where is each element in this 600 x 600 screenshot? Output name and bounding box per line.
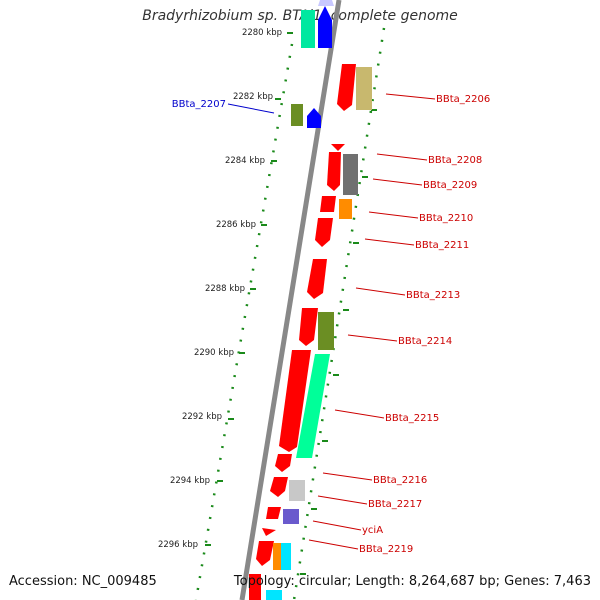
gene-label[interactable]: BBta_2207 xyxy=(172,99,226,110)
gene-feature[interactable] xyxy=(337,64,356,111)
gene-feature[interactable] xyxy=(320,196,336,212)
scale-labels: 2280 kbp 2282 kbp 2284 kbp 2286 kbp 2288… xyxy=(158,28,282,550)
scale-label: 2292 kbp xyxy=(182,412,222,422)
gene-feature[interactable] xyxy=(262,528,276,536)
gene-feature[interactable] xyxy=(339,199,352,219)
gene-label[interactable]: BBta_2215 xyxy=(385,413,439,424)
gene-label[interactable]: BBta_2210 xyxy=(419,213,473,224)
gene-label[interactable]: BBta_2209 xyxy=(423,180,477,191)
gene-feature[interactable] xyxy=(279,350,311,452)
outer-track xyxy=(266,0,372,600)
scale-label: 2280 kbp xyxy=(242,28,282,38)
scale-ticks xyxy=(205,32,293,546)
accession-text: Accession: NC_009485 xyxy=(9,574,157,589)
gene-feature[interactable] xyxy=(318,312,334,350)
gene-feature[interactable] xyxy=(296,354,330,458)
gene-feature[interactable] xyxy=(327,152,341,191)
genome-backbone xyxy=(239,0,342,600)
scale-label: 2288 kbp xyxy=(205,284,245,294)
gene-label[interactable]: BBta_2213 xyxy=(406,290,460,301)
leader-lines xyxy=(227,93,436,550)
gene-label[interactable]: BBta_2214 xyxy=(398,336,452,347)
gene-feature[interactable] xyxy=(266,507,281,519)
gene-feature[interactable] xyxy=(281,543,291,570)
gene-feature[interactable] xyxy=(275,454,292,472)
scale-label: 2290 kbp xyxy=(194,348,234,358)
gene-feature[interactable] xyxy=(249,574,261,600)
gene-feature[interactable] xyxy=(356,67,372,110)
scale-label: 2286 kbp xyxy=(216,220,256,230)
gene-label[interactable]: yciA xyxy=(362,525,383,536)
scale-label: 2294 kbp xyxy=(170,476,210,486)
gene-feature[interactable] xyxy=(318,6,332,48)
gene-feature[interactable] xyxy=(318,0,334,6)
gene-label[interactable]: BBta_2211 xyxy=(415,240,469,251)
gene-feature[interactable] xyxy=(299,308,318,346)
gene-feature[interactable] xyxy=(291,104,303,126)
gene-feature[interactable] xyxy=(256,541,274,566)
genome-stats-text: Topology: circular; Length: 8,264,687 bp… xyxy=(233,574,591,589)
gene-feature[interactable] xyxy=(301,10,315,48)
gene-label[interactable]: BBta_2216 xyxy=(373,475,427,486)
gene-feature[interactable] xyxy=(307,108,321,128)
gene-feature[interactable] xyxy=(283,509,299,524)
gene-feature[interactable] xyxy=(331,144,345,151)
gene-label[interactable]: BBta_2219 xyxy=(359,544,413,555)
outer-ticks xyxy=(300,109,377,575)
gene-feature[interactable] xyxy=(273,543,282,570)
gene-feature[interactable] xyxy=(270,477,288,497)
inner-track xyxy=(249,6,345,600)
gene-feature[interactable] xyxy=(315,218,333,247)
gene-feature[interactable] xyxy=(266,590,282,600)
gene-feature[interactable] xyxy=(307,259,327,299)
gene-label[interactable]: BBta_2217 xyxy=(368,499,422,510)
gene-label[interactable]: BBta_2206 xyxy=(436,94,490,105)
map-title: Bradyrhizobium sp. BTAi1, complete genom… xyxy=(142,8,458,24)
scale-label: 2284 kbp xyxy=(225,156,265,166)
gene-feature[interactable] xyxy=(289,480,305,501)
gene-labels: BBta_2206 BBta_2207 BBta_2208 BBta_2209 … xyxy=(172,94,490,555)
gene-feature[interactable] xyxy=(343,154,358,195)
outer-dotted-line xyxy=(292,27,386,600)
scale-label: 2282 kbp xyxy=(233,92,273,102)
scale-label: 2296 kbp xyxy=(158,540,198,550)
gene-label[interactable]: BBta_2208 xyxy=(428,155,482,166)
